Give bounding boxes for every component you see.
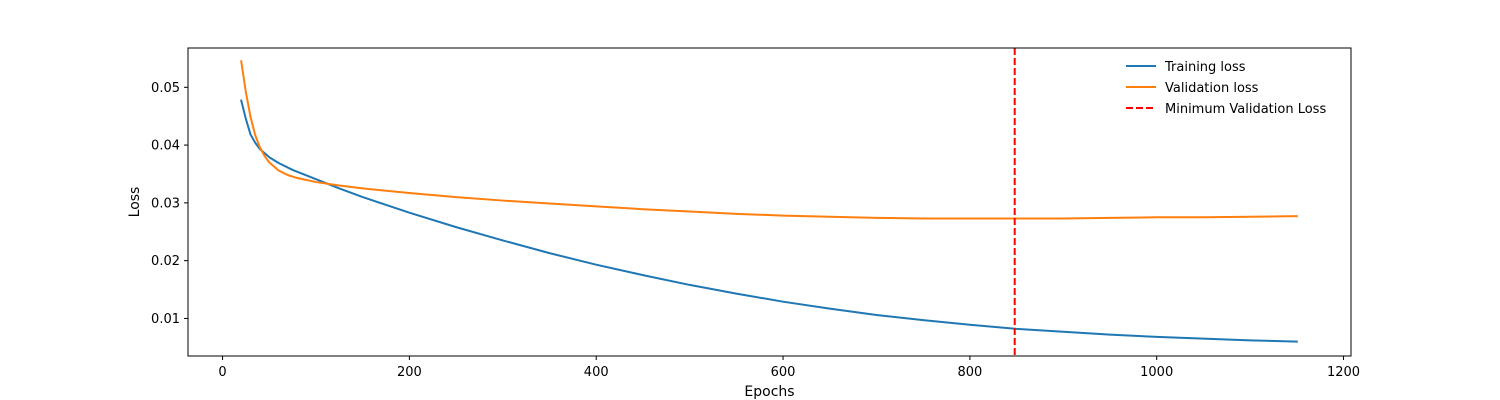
x-tick-label: 1000 [1140, 365, 1173, 380]
plot-area [240, 48, 1298, 356]
legend-label: Validation loss [1165, 81, 1259, 96]
legend-label: Minimum Validation Loss [1165, 102, 1326, 117]
x-axis: 0 200 400 600 800 1000 1200 [218, 356, 1360, 380]
legend-label: Training loss [1164, 60, 1246, 75]
series-line-training-loss [240, 99, 1298, 343]
y-tick-label: 0.01 [151, 312, 180, 327]
x-axis-label: Epochs [744, 384, 794, 400]
x-tick-label: 800 [957, 365, 982, 380]
y-tick-label: 0.02 [151, 254, 180, 269]
legend: Training loss Validation loss Minimum Vali… [1126, 60, 1326, 117]
axes-frame [187, 47, 1352, 357]
y-axis-label: Loss [127, 187, 143, 218]
x-tick-label: 600 [771, 365, 796, 380]
x-tick-label: 200 [397, 365, 422, 380]
y-tick-label: 0.03 [151, 196, 180, 211]
y-tick-label: 0.04 [151, 139, 180, 154]
series-line-validation-loss [240, 60, 1298, 220]
y-tick-label: 0.05 [151, 81, 180, 96]
x-tick-label: 0 [218, 365, 226, 380]
x-tick-label: 1200 [1327, 365, 1360, 380]
x-tick-label: 400 [584, 365, 609, 380]
y-axis: 0.01 0.02 0.03 0.04 0.05 [151, 81, 188, 327]
